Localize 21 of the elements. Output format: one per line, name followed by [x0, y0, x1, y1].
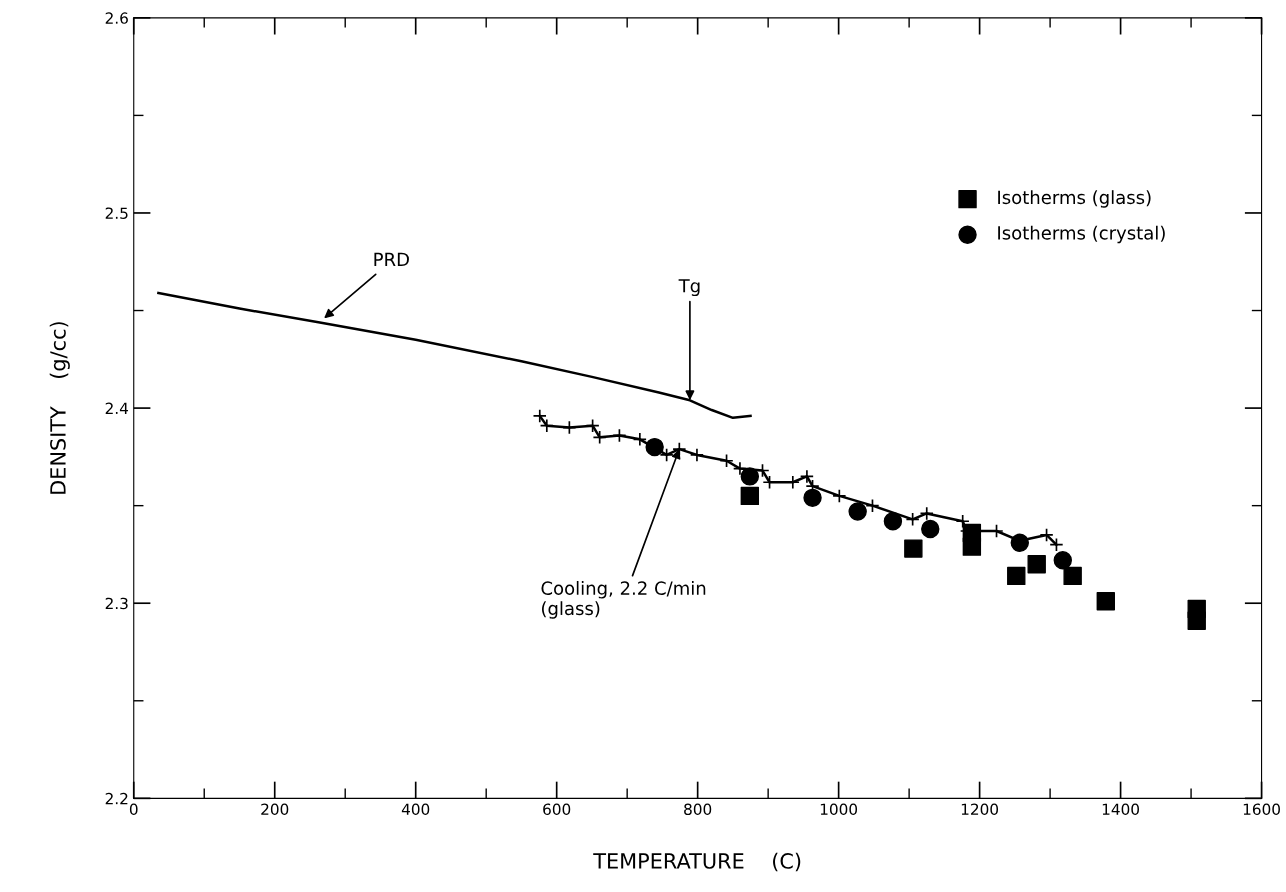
- y-tick-label: 2.6: [105, 12, 128, 24]
- x-tick-label: 0: [129, 803, 138, 816]
- x-tick-label: 800: [684, 803, 712, 816]
- y-tick-label: 2.3: [105, 597, 128, 610]
- annotation: Tg: [678, 279, 700, 297]
- x-tick-label: 400: [401, 803, 430, 816]
- x-tick-label: 1000: [820, 803, 858, 816]
- x-tick-label: 1600: [1243, 803, 1280, 816]
- x-tick-label: 1200: [961, 803, 999, 816]
- y-tick-label: 2.2: [105, 792, 128, 805]
- x-tick-label: 600: [543, 803, 571, 816]
- y-axis-title: DENSITY (g/cc): [49, 322, 70, 494]
- y-tick-label: 2.4: [105, 402, 129, 414]
- legend-label: Isotherms (glass): [998, 190, 1151, 208]
- annotation: PRD: [374, 252, 409, 266]
- annotation: Cooling, 2.2 C/min (glass): [541, 581, 706, 619]
- x-tick-label: 200: [261, 803, 289, 816]
- x-axis-title: TEMPERATURE (C): [593, 852, 801, 872]
- x-tick-label: 1400: [1102, 803, 1140, 816]
- y-tick-label: 2.5: [105, 207, 128, 219]
- legend-label: Isotherms (crystal): [998, 225, 1165, 244]
